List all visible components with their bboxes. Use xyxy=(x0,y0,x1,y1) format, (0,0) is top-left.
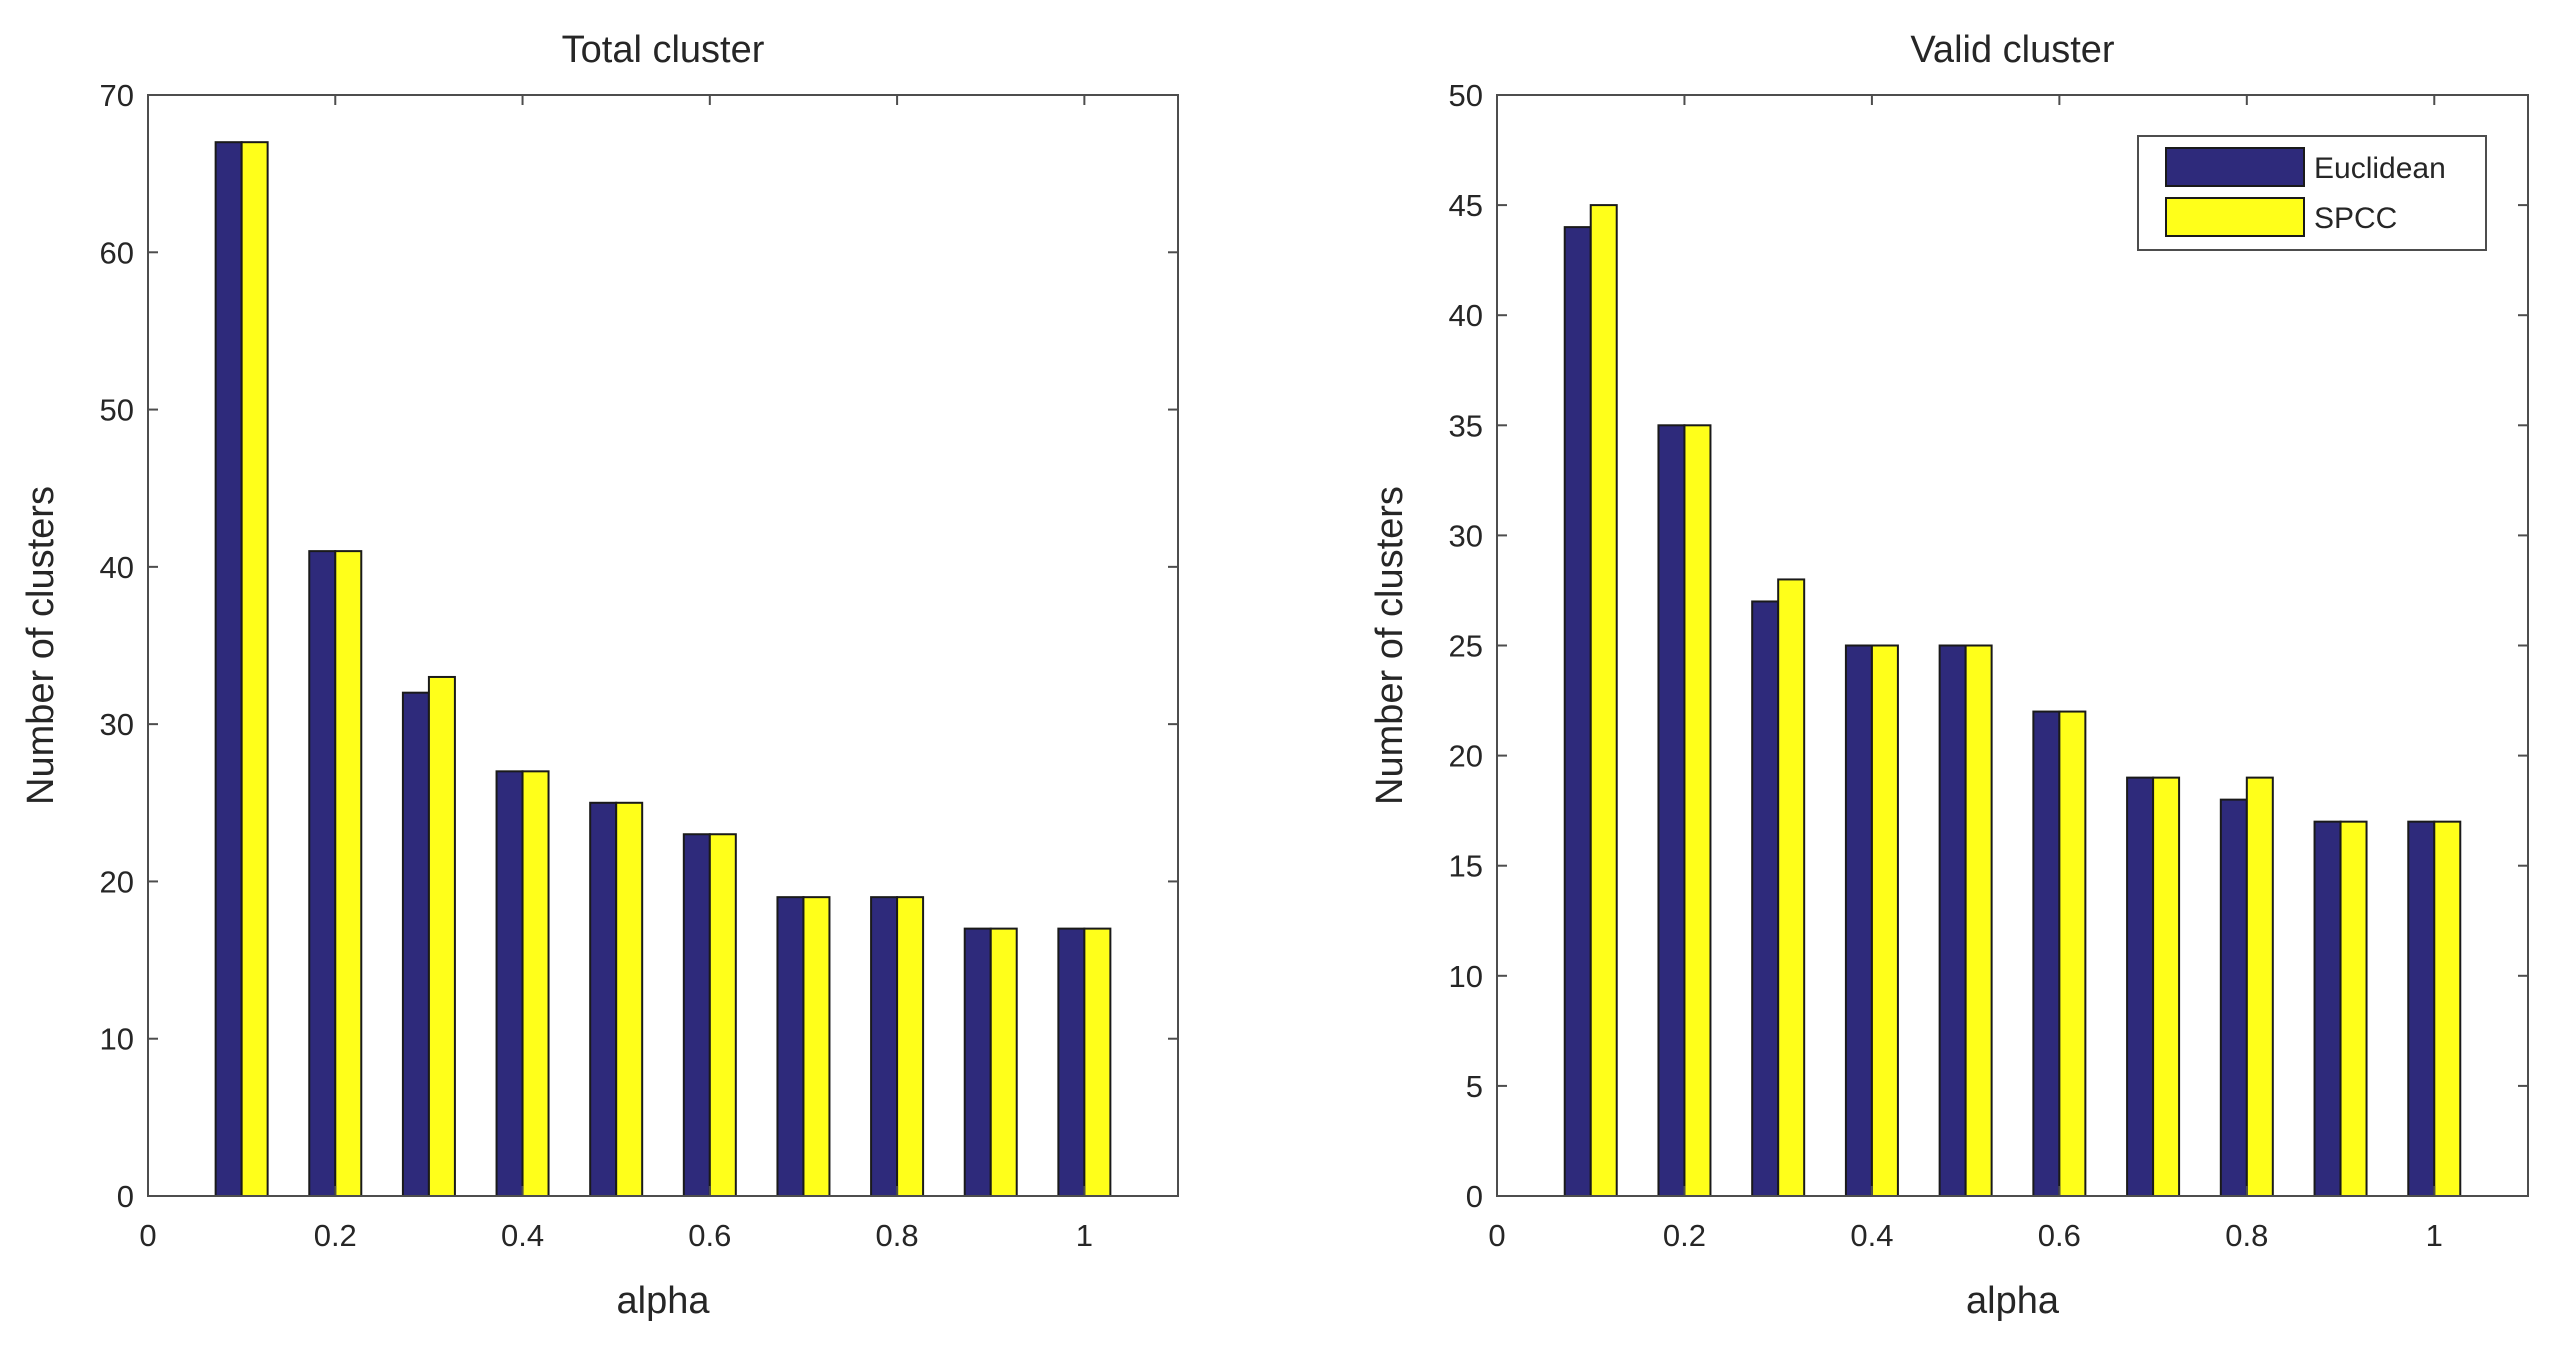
bar-spcc-9 xyxy=(2339,820,2368,1197)
x-tick-label: 0.2 xyxy=(1663,1218,1706,1253)
bar-euclidean-7 xyxy=(2126,776,2155,1197)
bar-spcc-8 xyxy=(2245,776,2274,1197)
y-tick-label: 30 xyxy=(100,707,134,742)
bar-euclidean-2 xyxy=(1657,424,1686,1197)
chart-title: Total cluster xyxy=(562,29,765,71)
bar-spcc-1 xyxy=(240,141,269,1198)
bar-spcc-2 xyxy=(1683,424,1712,1197)
legend-label-euclidean: Euclidean xyxy=(2314,152,2446,185)
bar-euclidean-1 xyxy=(214,141,243,1198)
bar-euclidean-6 xyxy=(2032,710,2061,1197)
x-tick-label: 0.4 xyxy=(1850,1218,1893,1253)
bar-euclidean-4 xyxy=(1844,644,1873,1197)
x-tick-label: 0.6 xyxy=(688,1218,731,1253)
bar-spcc-1 xyxy=(1589,204,1618,1198)
chart-panel-1: 0 10 20 30 40 50 60 70 0 0.2 0.4 0.6 0.8 1 Total clust… xyxy=(20,29,1179,1322)
y-tick-label: 20 xyxy=(100,864,134,899)
y-tick-label: 35 xyxy=(1449,408,1483,443)
y-tick-label: 50 xyxy=(100,393,134,428)
legend: Euclidean SPCC xyxy=(2137,135,2487,251)
x-tick-label: 1 xyxy=(1076,1218,1093,1253)
bar-spcc-3 xyxy=(427,675,456,1197)
x-axis-label: alpha xyxy=(1966,1280,2060,1322)
bar-euclidean-6 xyxy=(682,833,711,1197)
x-tick-label: 0.6 xyxy=(2038,1218,2081,1253)
y-tick-label: 10 xyxy=(100,1022,134,1057)
y-tick-label: 60 xyxy=(100,235,134,270)
y-tick-label: 5 xyxy=(1466,1069,1483,1104)
bar-spcc-7 xyxy=(2152,776,2181,1197)
x-tick-label: 0 xyxy=(1488,1218,1505,1253)
bar-spcc-5 xyxy=(615,801,644,1197)
bar-spcc-6 xyxy=(708,833,737,1197)
bar-euclidean-3 xyxy=(401,691,430,1198)
bar-euclidean-8 xyxy=(2219,798,2248,1197)
bar-spcc-7 xyxy=(802,896,831,1198)
bar-euclidean-3 xyxy=(1751,600,1780,1197)
y-axis-label: Number of clusters xyxy=(20,486,62,805)
bar-euclidean-7 xyxy=(776,896,805,1198)
y-tick-label: 40 xyxy=(100,550,134,585)
x-tick-label: 1 xyxy=(2426,1218,2443,1253)
bar-euclidean-9 xyxy=(963,927,992,1197)
y-tick-label: 40 xyxy=(1449,298,1483,333)
bar-spcc-9 xyxy=(989,927,1018,1197)
y-tick-label: 0 xyxy=(1466,1179,1483,1214)
legend-swatch-spcc xyxy=(2165,197,2305,237)
bar-euclidean-5 xyxy=(589,801,618,1197)
y-tick-label: 50 xyxy=(1449,78,1483,113)
y-tick-label: 10 xyxy=(1449,959,1483,994)
bar-euclidean-8 xyxy=(870,896,899,1198)
x-tick-label: 0 xyxy=(139,1218,156,1253)
bar-spcc-5 xyxy=(1964,644,1993,1197)
bar-euclidean-1 xyxy=(1563,226,1592,1197)
bar-euclidean-5 xyxy=(1938,644,1967,1197)
y-tick-label: 30 xyxy=(1449,518,1483,553)
x-axis-label: alpha xyxy=(617,1280,711,1322)
bar-spcc-3 xyxy=(1777,578,1806,1197)
bar-euclidean-10 xyxy=(2407,820,2436,1197)
plot-area xyxy=(148,95,1178,1196)
x-tick-label: 0.8 xyxy=(2225,1218,2268,1253)
x-tick-label: 0.4 xyxy=(501,1218,544,1253)
plot-area xyxy=(1497,95,2528,1196)
bar-spcc-10 xyxy=(1083,927,1112,1197)
y-tick-label: 45 xyxy=(1449,188,1483,223)
y-tick-label: 25 xyxy=(1449,629,1483,664)
axes-box xyxy=(147,94,1179,1197)
y-axis-label: Number of clusters xyxy=(1369,486,1411,805)
y-tick-label: 15 xyxy=(1449,849,1483,884)
bar-spcc-4 xyxy=(1870,644,1899,1197)
bar-spcc-2 xyxy=(334,550,363,1197)
bar-spcc-10 xyxy=(2433,820,2462,1197)
chart-panel-2: 0 5 10 15 20 25 30 35 40 45 50 0 0.2 0.4 0.6 0.8 1 Valid … xyxy=(1369,29,2529,1322)
x-tick-label: 0.2 xyxy=(314,1218,357,1253)
bar-spcc-8 xyxy=(896,896,925,1198)
chart-title: Valid cluster xyxy=(1910,29,2115,71)
y-tick-label: 0 xyxy=(117,1179,134,1214)
bar-euclidean-9 xyxy=(2313,820,2342,1197)
y-tick-label: 70 xyxy=(100,78,134,113)
y-tick-label: 20 xyxy=(1449,739,1483,774)
x-tick-label: 0.8 xyxy=(876,1218,919,1253)
bar-euclidean-4 xyxy=(495,770,524,1197)
bar-spcc-6 xyxy=(2058,710,2087,1197)
legend-swatch-euclidean xyxy=(2165,147,2305,187)
legend-label-spcc: SPCC xyxy=(2314,202,2397,235)
bar-euclidean-10 xyxy=(1057,927,1086,1197)
bar-euclidean-2 xyxy=(308,550,337,1197)
bar-spcc-4 xyxy=(521,770,550,1197)
